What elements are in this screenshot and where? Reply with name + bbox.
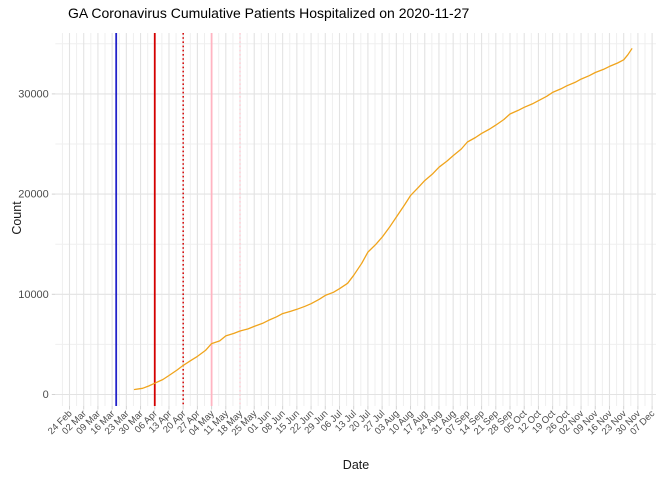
y-tick-label: 0 xyxy=(43,389,49,401)
series-line-cumulative-patients-hospitalized xyxy=(133,48,633,391)
y-tick-label: 20000 xyxy=(18,189,49,201)
chart-title: GA Coronavirus Cumulative Patients Hospi… xyxy=(68,5,470,21)
x-axis-title: Date xyxy=(342,458,370,472)
y-axis-title: Count xyxy=(10,201,24,235)
y-tick-label: 30000 xyxy=(18,88,49,100)
y-tick-label: 10000 xyxy=(18,289,49,301)
